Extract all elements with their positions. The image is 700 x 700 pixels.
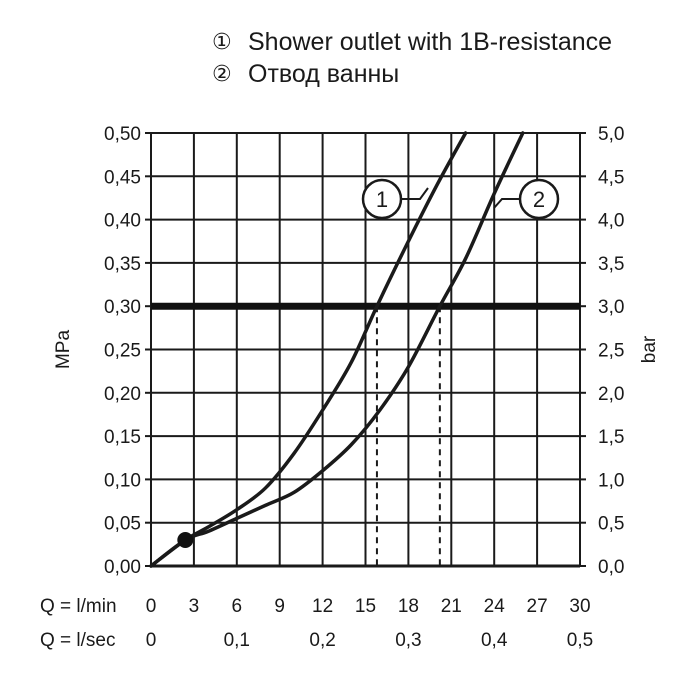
series-2-callout-circle: [518, 178, 560, 220]
y-right-tick-label: 1,5: [598, 427, 624, 448]
y-left-axis-title: MPa: [53, 330, 74, 370]
x-lmin-tick-label: 6: [232, 596, 243, 617]
x-lsec-tick-label: 0,1: [224, 630, 250, 651]
x-lmin-tick-label: 15: [355, 596, 376, 617]
y-left-tick-label: 0,35: [104, 254, 141, 275]
y-left-tick-label: 0,45: [104, 167, 141, 188]
marked-point-group: [177, 532, 194, 549]
y-left-tick-label: 0,05: [104, 514, 141, 535]
y-right-tick-label: 3,5: [598, 254, 624, 275]
x-lmin-tick-label: 9: [274, 596, 285, 617]
legend: ① Shower outlet with 1B-resistance ② Отв…: [212, 26, 632, 90]
x-lmin-tick-label: 27: [527, 596, 548, 617]
y-left-tick-label: 0,10: [104, 470, 141, 491]
curves: [149, 131, 525, 568]
y-right-tick-label: 0,5: [598, 514, 624, 535]
x-lmin-tick-label: 3: [189, 596, 200, 617]
x-lsec-tick-label: 0,2: [309, 630, 335, 651]
x-lsec-tick-label: 0: [146, 630, 157, 651]
series-1-line: [149, 131, 468, 568]
y-left-tick-label: 0,20: [104, 384, 141, 405]
y-right-tick-label: 1,0: [598, 470, 624, 491]
y-right-tick-label: 2,0: [598, 384, 624, 405]
y-left-tick-label: 0,25: [104, 341, 141, 362]
y-left-tick-label: 0,50: [104, 124, 141, 145]
y-left-tick-label: 0,00: [104, 557, 141, 578]
legend-marker-1: ①: [212, 29, 232, 54]
series-1-leader: [401, 187, 429, 200]
tick-labels: 0,000,050,100,150,200,250,300,350,400,45…: [40, 124, 660, 651]
x-lsec-tick-label: 0,5: [567, 630, 593, 651]
x-lmin-tick-label: 30: [569, 596, 590, 617]
x-lsec-tick-label: 0,4: [481, 630, 508, 651]
x-lmin-tick-label: 18: [398, 596, 419, 617]
y-right-tick-label: 2,5: [598, 341, 624, 362]
legend-item-1: ① Shower outlet with 1B-resistance: [212, 26, 632, 58]
legend-marker-2: ②: [212, 61, 232, 86]
x-lmin-tick-label: 21: [441, 596, 462, 617]
series-2-line: [149, 131, 525, 568]
x-lsec-tick-label: 0,3: [395, 630, 421, 651]
y-left-tick-label: 0,15: [104, 427, 141, 448]
legend-label-1: Shower outlet with 1B-resistance: [248, 28, 613, 56]
y-right-tick-label: 5,0: [598, 124, 624, 145]
x-lmin-tick-label: 0: [146, 596, 157, 617]
marked-point: [177, 532, 194, 549]
y-right-tick-label: 4,5: [598, 167, 624, 188]
y-right-tick-label: 4,0: [598, 211, 624, 232]
legend-label-2: Отвод ванны: [248, 60, 400, 88]
y-right-tick-label: 0,0: [598, 557, 624, 578]
series-1-callout-circle: [361, 178, 403, 220]
legend-item-2: ② Отвод ванны: [212, 58, 632, 90]
x-lmin-axis-label: Q = l/min: [40, 596, 117, 617]
x-lmin-tick-label: 24: [484, 596, 506, 617]
series-1-callout-label: 1: [376, 187, 388, 212]
y-right-tick-label: 3,0: [598, 297, 624, 318]
y-right-axis-title: bar: [639, 335, 660, 363]
y-left-tick-label: 0,40: [104, 211, 141, 232]
series-2-callout-label: 2: [533, 187, 545, 212]
x-lmin-tick-label: 12: [312, 596, 333, 617]
grid: [150, 132, 581, 567]
axes: [145, 132, 586, 568]
series-2-leader: [493, 198, 520, 209]
x-lsec-axis-label: Q = l/sec: [40, 630, 116, 651]
y-left-tick-label: 0,30: [104, 297, 141, 318]
